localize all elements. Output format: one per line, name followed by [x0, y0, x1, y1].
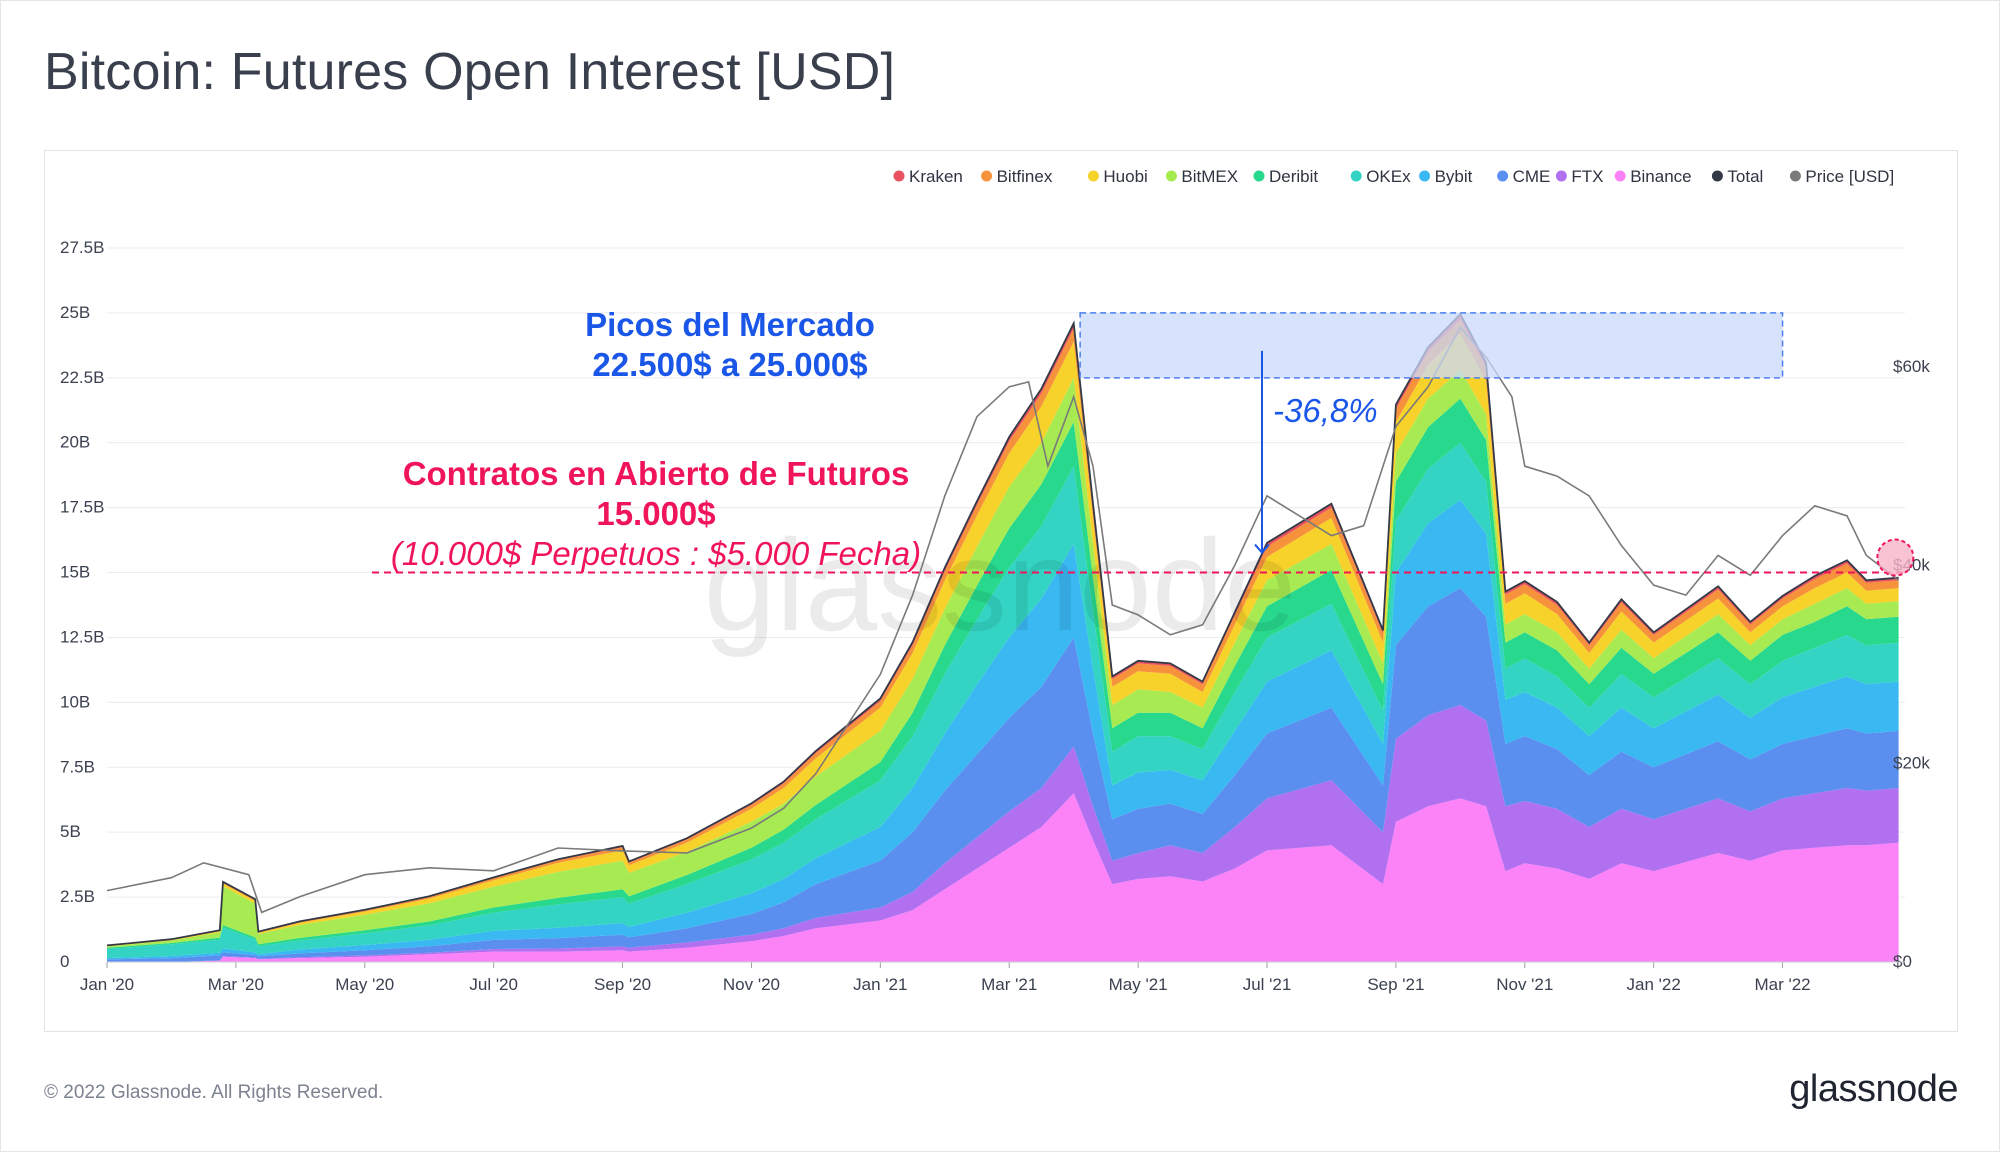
- x-tick-label: Sep '20: [594, 975, 651, 994]
- area-ftx: [107, 705, 1899, 962]
- peaks-title: Picos del Mercado: [585, 306, 875, 343]
- legend-label: Huobi: [1103, 167, 1147, 186]
- legend-label: Bitfinex: [997, 167, 1053, 186]
- area-bybit: [107, 499, 1899, 960]
- right-y-axis: $0$20k$40k$60k: [1893, 357, 1930, 971]
- legend-label: OKEx: [1366, 167, 1411, 186]
- y-tick-label: 2.5B: [60, 887, 95, 906]
- legend-marker: [893, 170, 905, 182]
- x-tick-label: Jan '20: [80, 975, 134, 994]
- y-tick-label: 7.5B: [60, 757, 95, 776]
- y-tick-label: 27.5B: [60, 238, 104, 257]
- x-tick-label: Nov '21: [1496, 975, 1553, 994]
- legend-marker: [1350, 170, 1362, 182]
- current-value-marker: [1876, 538, 1915, 577]
- watermark-text: glassnode: [704, 512, 1297, 658]
- y-tick-label: 25B: [60, 303, 90, 322]
- legend-marker: [1087, 170, 1099, 182]
- legend-label: Deribit: [1269, 167, 1318, 186]
- total-line: [106, 312, 1899, 947]
- x-tick-label: May '20: [335, 975, 394, 994]
- contracts-breakdown: (10.000$ Perpetuos : $5.000 Fecha): [391, 535, 921, 572]
- left-y-axis: 0 2.5B 5B 7.5B 10B 12.5B 15B 17.5B 20B 22.5B 25B 27…: [60, 238, 104, 971]
- drop-percent: -36,8%: [1273, 392, 1378, 429]
- x-tick-label: Sep '21: [1367, 975, 1424, 994]
- x-axis: Jan '20 Mar '20 May '20 Jul '20 Sep '20 Nov '…: [80, 961, 1905, 994]
- annotations: Picos del Mercado 22.500$ a 25.000$ -36,…: [372, 306, 1915, 577]
- y-right-tick-label: $60k: [1893, 357, 1930, 376]
- y-tick-label: 0: [60, 952, 69, 971]
- contracts-title: Contratos en Abierto de Futuros: [403, 455, 910, 492]
- y-tick-label: 17.5B: [60, 498, 104, 517]
- y-tick-label: 15B: [60, 563, 90, 582]
- legend-label: FTX: [1571, 167, 1603, 186]
- x-tick-label: Mar '20: [208, 975, 264, 994]
- x-tick-label: Mar '22: [1754, 975, 1810, 994]
- legend-label: Total: [1727, 167, 1763, 186]
- stacked-areas: [107, 314, 1899, 962]
- y-tick-label: 22.5B: [60, 368, 104, 387]
- total-and-price-lines: [106, 312, 1900, 947]
- drop-arrow-head: [1254, 543, 1270, 555]
- chart-panel: [44, 150, 1958, 1032]
- legend-marker: [1165, 170, 1177, 182]
- y-tick-label: 12.5B: [60, 627, 104, 646]
- price-line: [106, 325, 1900, 914]
- x-tick-label: Jul '20: [469, 975, 518, 994]
- legend-label: Kraken: [909, 167, 963, 186]
- legend-label: CME: [1513, 167, 1551, 186]
- y-tick-label: 20B: [60, 433, 90, 452]
- legend-label: Binance: [1630, 167, 1691, 186]
- y-tick-label: 5B: [60, 822, 81, 841]
- legend-marker: [1253, 170, 1265, 182]
- y-right-tick-label: $20k: [1893, 754, 1930, 773]
- x-tick-label: Jan '21: [853, 975, 907, 994]
- legend-label: Price [USD]: [1805, 167, 1894, 186]
- legend-marker: [1614, 170, 1626, 182]
- x-tick-label: May '21: [1109, 975, 1168, 994]
- x-tick-label: Jan '22: [1627, 975, 1681, 994]
- legend-marker: [1789, 170, 1801, 182]
- area-cme: [107, 588, 1899, 962]
- x-tick-label: Nov '20: [723, 975, 780, 994]
- y-tick-label: 10B: [60, 692, 90, 711]
- page-title: Bitcoin: Futures Open Interest [USD]: [44, 43, 896, 101]
- legend: Kraken Bitfinex Huobi BitMEX Deribit OKEx Bybi…: [893, 167, 1894, 186]
- brand-logo: glassnode: [1789, 1068, 1958, 1110]
- peaks-range: 22.500$ a 25.000$: [592, 346, 867, 383]
- peaks-band: [1079, 312, 1784, 379]
- legend-marker: [1555, 170, 1567, 182]
- contracts-value: 15.000$: [596, 495, 715, 532]
- legend-marker: [1711, 170, 1723, 182]
- legend-label: Bybit: [1435, 167, 1473, 186]
- copyright: © 2022 Glassnode. All Rights Reserved.: [44, 1082, 384, 1103]
- legend-marker: [1497, 170, 1509, 182]
- area-binance: [107, 793, 1899, 962]
- legend-marker: [981, 170, 993, 182]
- legend-marker: [1419, 170, 1431, 182]
- x-tick-label: Mar '21: [981, 975, 1037, 994]
- legend-label: BitMEX: [1181, 167, 1238, 186]
- x-tick-label: Jul '21: [1243, 975, 1292, 994]
